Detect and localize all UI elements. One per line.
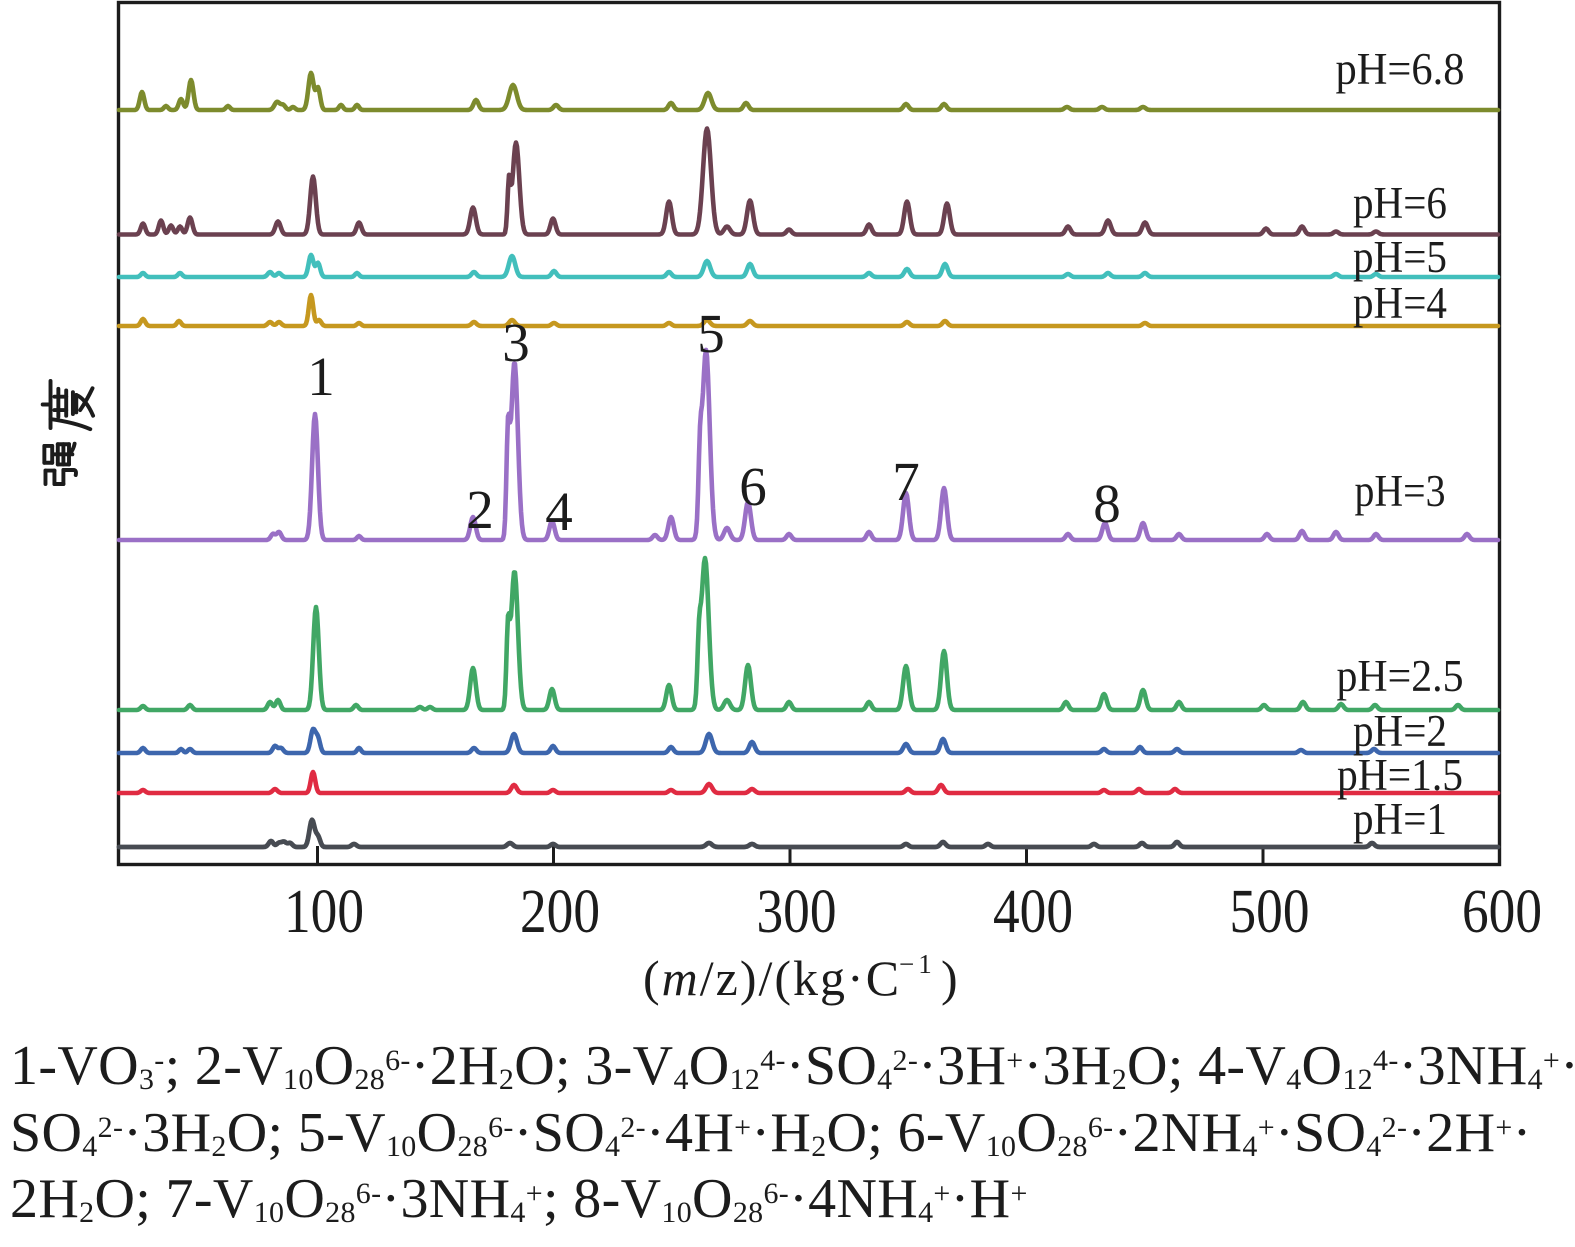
svg-text:pH=2.5: pH=2.5 (1337, 651, 1464, 701)
svg-text:pH=1.5: pH=1.5 (1337, 750, 1463, 800)
svg-text:pH=1: pH=1 (1353, 794, 1447, 844)
svg-text:200: 200 (520, 878, 600, 946)
svg-text:pH=3: pH=3 (1355, 466, 1446, 516)
svg-text:pH=6.8: pH=6.8 (1336, 44, 1465, 94)
svg-text:3: 3 (502, 312, 530, 373)
svg-text:8: 8 (1093, 473, 1121, 534)
svg-text:600: 600 (1462, 878, 1542, 946)
svg-text:(m/z)/(kg·C: (m/z)/(kg·C (643, 950, 901, 1006)
svg-text:6: 6 (739, 456, 767, 517)
svg-text:500: 500 (1230, 878, 1310, 946)
svg-text:4: 4 (545, 481, 573, 542)
svg-text:): ) (941, 950, 958, 1006)
svg-text:100: 100 (284, 878, 364, 946)
svg-text:7: 7 (892, 451, 920, 512)
svg-text:2: 2 (466, 479, 494, 540)
svg-text:pH=5: pH=5 (1353, 232, 1447, 282)
svg-text:pH=2: pH=2 (1353, 706, 1447, 756)
svg-text:pH=4: pH=4 (1353, 278, 1447, 328)
svg-text:1: 1 (307, 346, 335, 407)
svg-text:5: 5 (697, 303, 725, 364)
svg-text:−1: −1 (899, 949, 936, 979)
svg-text:300: 300 (757, 878, 837, 946)
svg-text:pH=6: pH=6 (1353, 178, 1447, 228)
svg-text:400: 400 (993, 878, 1073, 946)
